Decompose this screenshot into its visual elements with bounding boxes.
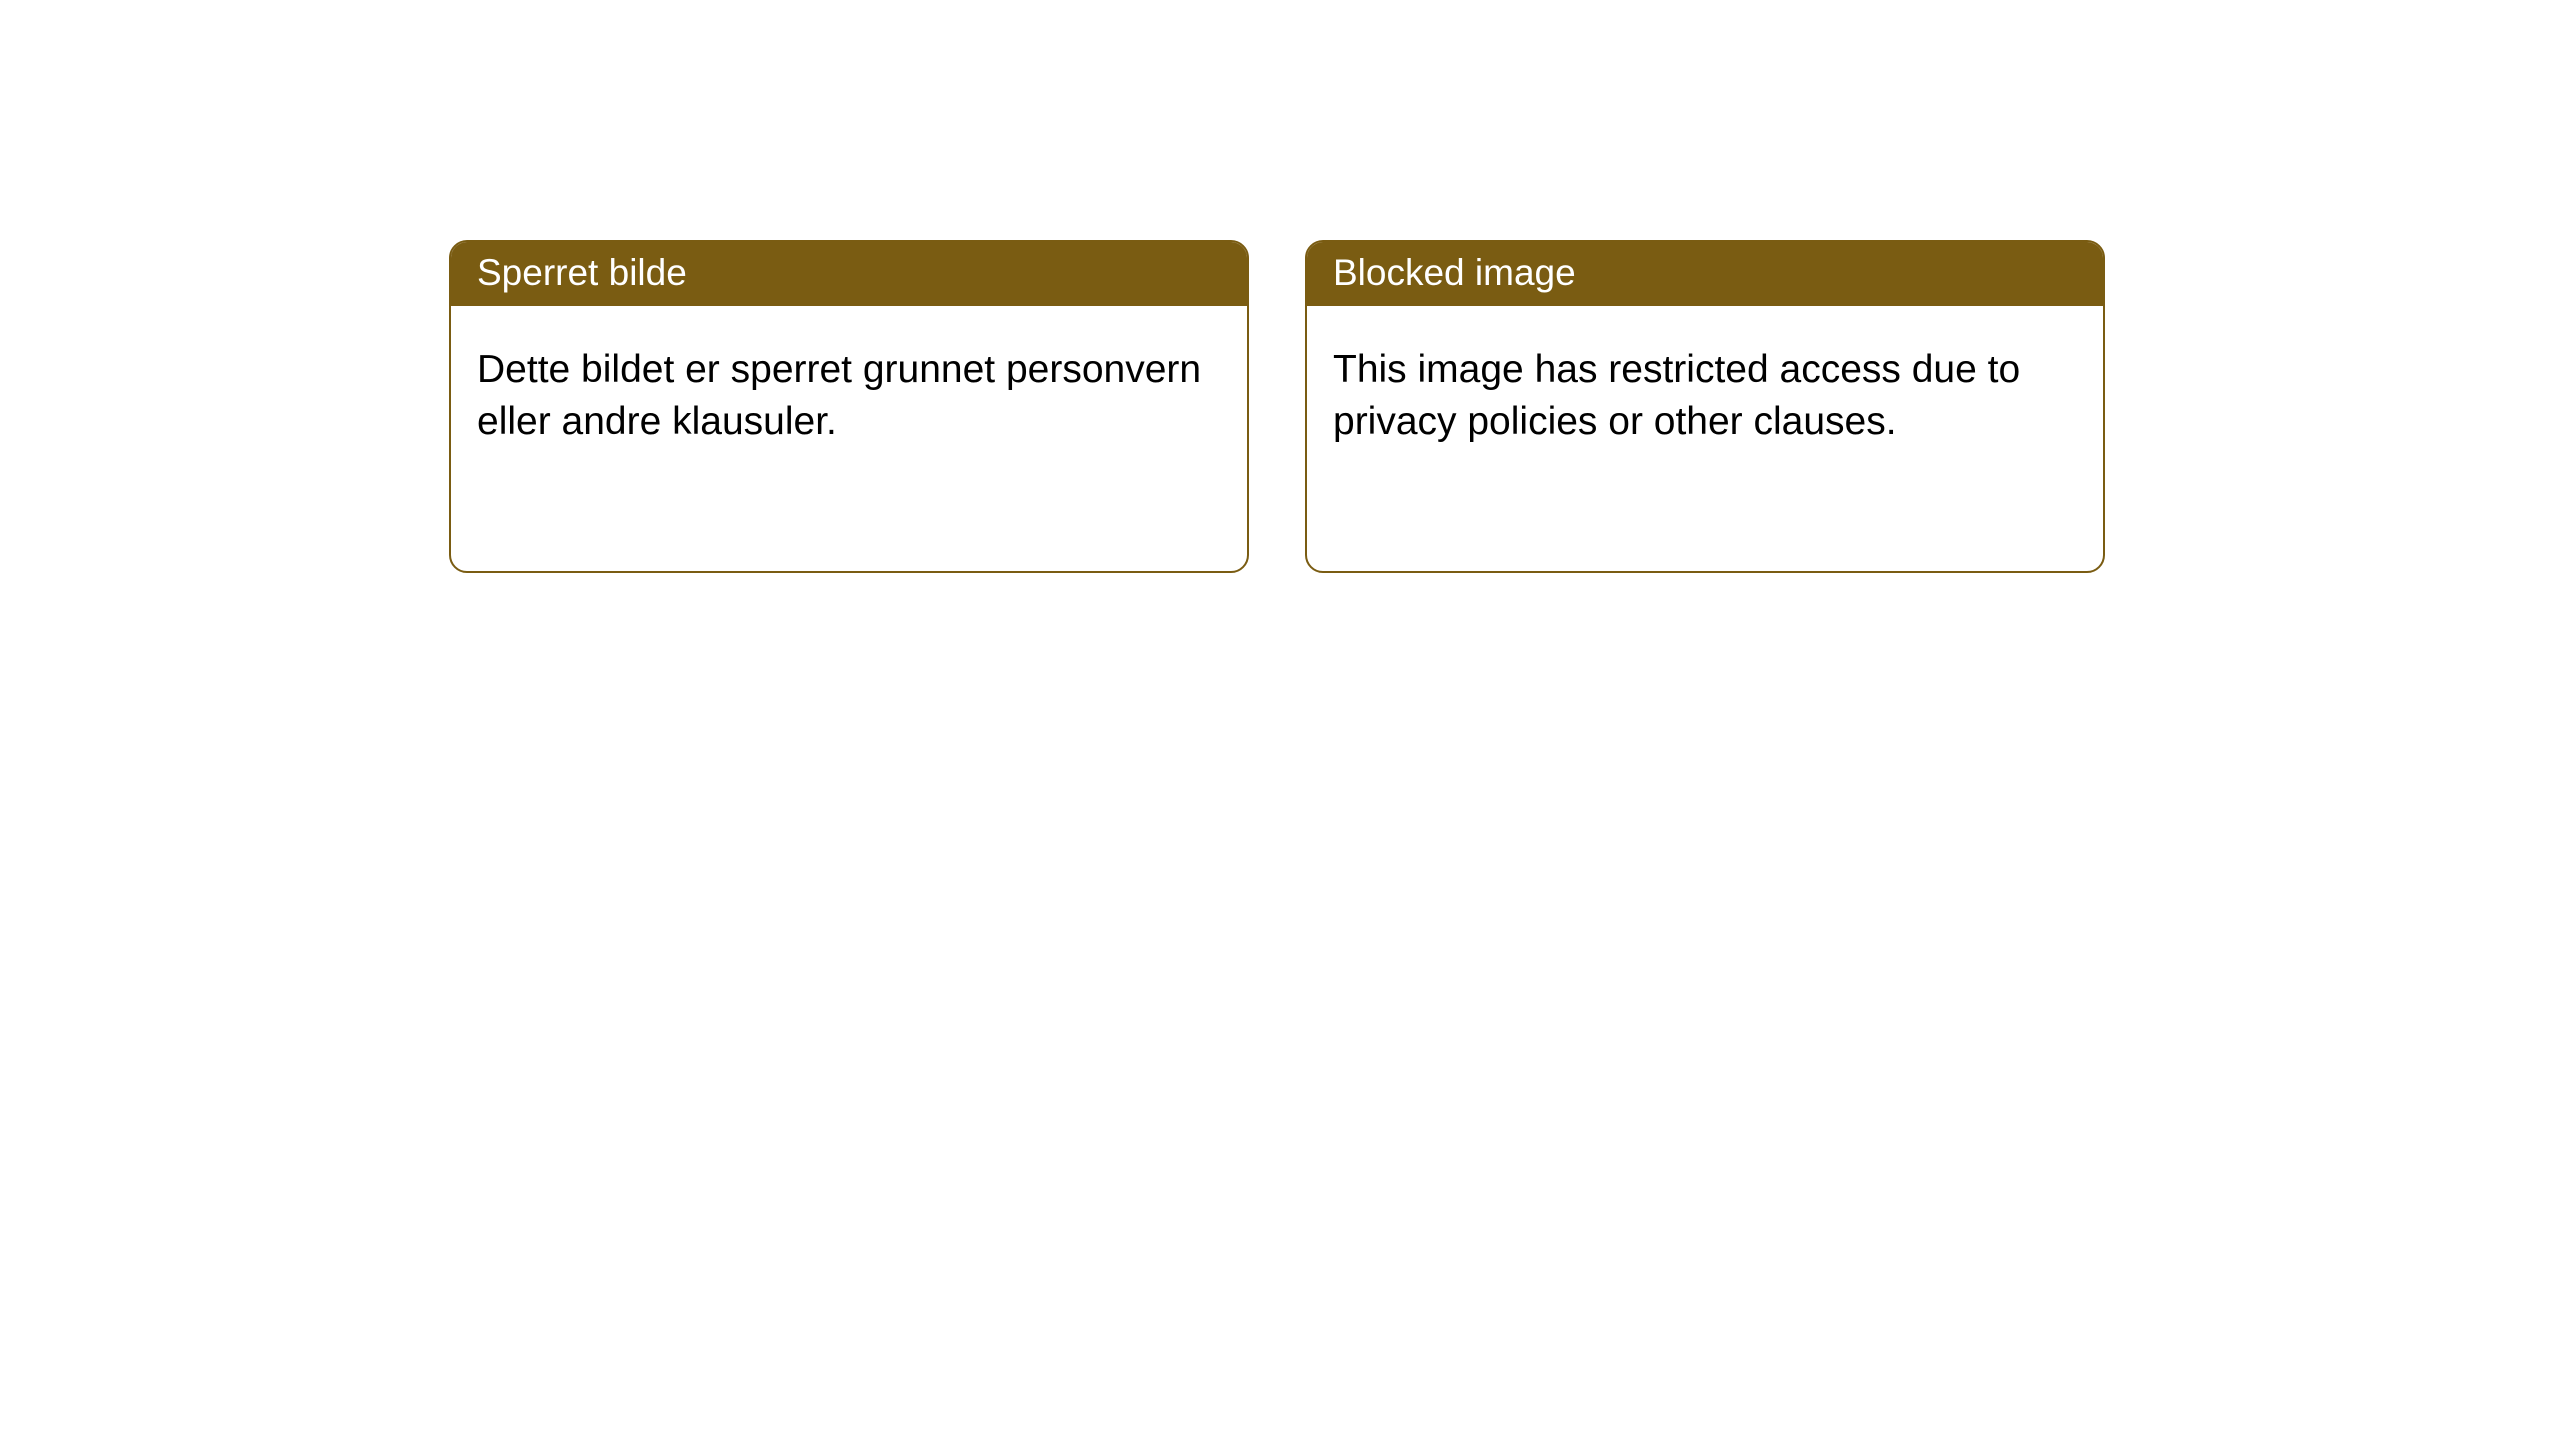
card-body-text: This image has restricted access due to …: [1307, 306, 2103, 474]
card-title: Blocked image: [1307, 242, 2103, 306]
notice-card-english: Blocked image This image has restricted …: [1305, 240, 2105, 573]
card-title: Sperret bilde: [451, 242, 1247, 306]
card-body-text: Dette bildet er sperret grunnet personve…: [451, 306, 1247, 474]
notice-container: Sperret bilde Dette bildet er sperret gr…: [0, 0, 2560, 573]
notice-card-norwegian: Sperret bilde Dette bildet er sperret gr…: [449, 240, 1249, 573]
